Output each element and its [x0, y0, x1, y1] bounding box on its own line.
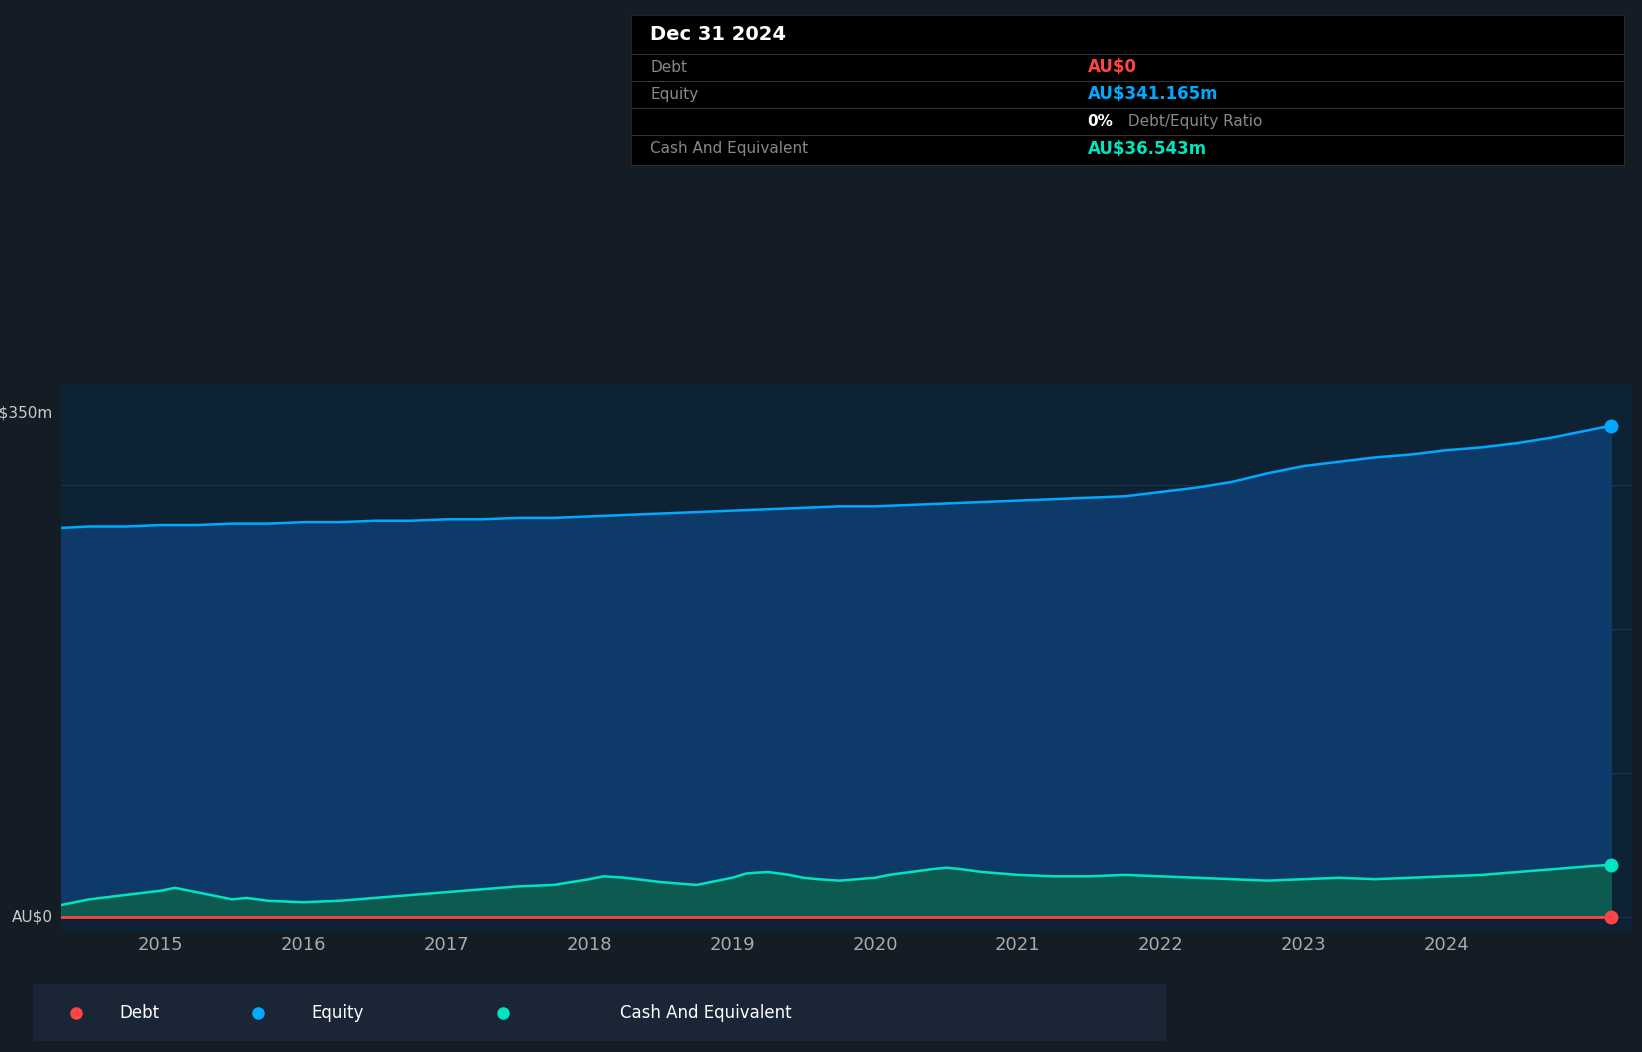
Text: Cash And Equivalent: Cash And Equivalent [621, 1004, 791, 1021]
Text: Dec 31 2024: Dec 31 2024 [650, 25, 787, 44]
Text: Equity: Equity [650, 87, 698, 102]
Text: AU$0: AU$0 [11, 909, 53, 924]
Text: Debt: Debt [118, 1004, 159, 1021]
Text: AU$0: AU$0 [1087, 58, 1136, 77]
Text: Debt: Debt [650, 60, 688, 75]
Text: 0%: 0% [1087, 114, 1113, 129]
Text: Equity: Equity [310, 1004, 363, 1021]
Text: Cash And Equivalent: Cash And Equivalent [650, 141, 808, 156]
Text: AU$36.543m: AU$36.543m [1087, 140, 1207, 158]
Text: AU$350m: AU$350m [0, 405, 53, 420]
Text: AU$341.165m: AU$341.165m [1087, 85, 1218, 103]
Text: Debt/Equity Ratio: Debt/Equity Ratio [1123, 114, 1263, 129]
